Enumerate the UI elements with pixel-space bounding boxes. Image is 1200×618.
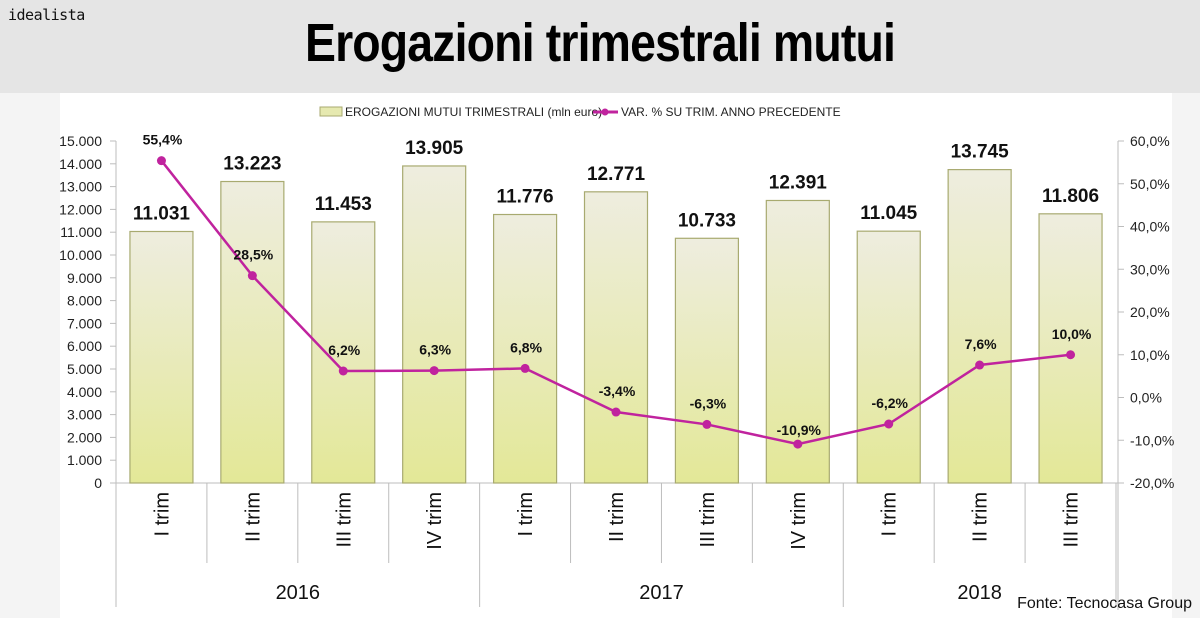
line-marker bbox=[338, 366, 348, 376]
legend-line-label: VAR. % SU TRIM. ANNO PRECEDENTE bbox=[621, 105, 841, 119]
x-tick-label: III trim bbox=[697, 492, 719, 548]
y-right-tick-label: 60,0% bbox=[1130, 133, 1170, 149]
line-marker bbox=[975, 360, 985, 370]
source-credit: Fonte: Tecnocasa Group bbox=[1017, 595, 1192, 612]
bar bbox=[1038, 213, 1103, 484]
page-title: Erogazioni trimestrali mutui bbox=[304, 13, 896, 73]
line-marker bbox=[156, 156, 166, 166]
y-left-tick-label: 1.000 bbox=[67, 452, 102, 468]
bar bbox=[402, 165, 467, 484]
bar bbox=[856, 230, 921, 484]
line-value-label: -6,2% bbox=[871, 395, 908, 411]
line-value-label: 6,2% bbox=[328, 342, 360, 358]
x-group-label: 2017 bbox=[639, 582, 684, 604]
y-left-tick-label: 15.000 bbox=[59, 133, 102, 149]
line-value-label: 6,8% bbox=[510, 339, 542, 355]
bar bbox=[492, 213, 558, 484]
y-right-tick-label: 30,0% bbox=[1130, 261, 1170, 277]
bar bbox=[220, 180, 285, 484]
bar-value-label: 11.045 bbox=[860, 203, 917, 224]
bar-value-label: 13.223 bbox=[223, 154, 281, 175]
bar-value-label: 11.453 bbox=[315, 194, 372, 215]
bar-value-label: 12.391 bbox=[769, 172, 828, 193]
line-marker bbox=[247, 271, 257, 281]
x-tick-label: I trim bbox=[151, 492, 173, 536]
y-left-tick-label: 6.000 bbox=[67, 338, 102, 354]
line-marker bbox=[702, 419, 712, 429]
legend-bar-swatch bbox=[319, 106, 343, 117]
y-right-tick-label: 10,0% bbox=[1130, 347, 1170, 363]
y-left-tick-label: 13.000 bbox=[59, 179, 102, 195]
line-marker bbox=[429, 366, 439, 376]
y-left-tick-label: 11.000 bbox=[60, 224, 102, 240]
y-left-tick-label: 4.000 bbox=[67, 384, 102, 400]
y-left-tick-label: 3.000 bbox=[67, 407, 102, 423]
y-left-tick-label: 5.000 bbox=[67, 361, 102, 377]
y-right-tick-label: 50,0% bbox=[1130, 176, 1170, 192]
line-series: 55,4% 28,5% 6,2% 6,3% 6,8% -3,4% -6,3% -10,9% -6… bbox=[143, 132, 1092, 449]
y-left-tick-label: 7.000 bbox=[67, 315, 102, 331]
y-right-tick-label: -20,0% bbox=[1130, 475, 1174, 491]
line-marker bbox=[793, 439, 803, 449]
line-value-label: 6,3% bbox=[419, 342, 451, 358]
x-tick-label: III trim bbox=[1061, 492, 1083, 548]
y-left-tick-label: 14.000 bbox=[59, 156, 102, 172]
line-value-label: 10,0% bbox=[1052, 326, 1092, 342]
x-tick-label: IV trim bbox=[424, 492, 446, 550]
line-marker bbox=[520, 363, 530, 373]
y-right-tick-label: -10,0% bbox=[1130, 432, 1174, 448]
bar-value-label: 11.776 bbox=[497, 187, 554, 208]
bar bbox=[129, 230, 194, 484]
x-tick-label: II trim bbox=[970, 492, 992, 542]
bar bbox=[947, 169, 1012, 484]
x-tick-label: II trim bbox=[606, 492, 628, 542]
y-left-tick-label: 12.000 bbox=[59, 201, 102, 217]
x-group-label: 2016 bbox=[276, 582, 321, 604]
line-value-label: 28,5% bbox=[234, 247, 274, 263]
bar-value-label: 11.031 bbox=[133, 203, 190, 224]
y-left-tick-label: 8.000 bbox=[67, 293, 102, 309]
y-axis-right: -20,0% -10,0% 0,0% 10,0% 20,0% 30,0% 40,0% 50,0… bbox=[1117, 133, 1174, 610]
x-tick-label: II trim bbox=[242, 492, 264, 542]
line-value-label: -3,4% bbox=[599, 383, 636, 399]
bar-value-label: 13.745 bbox=[951, 142, 1010, 163]
line-value-label: 7,6% bbox=[965, 336, 997, 352]
line-marker bbox=[611, 407, 621, 417]
bar bbox=[765, 199, 830, 484]
y-right-tick-label: 0,0% bbox=[1130, 390, 1162, 406]
bar-value-label: 10.733 bbox=[678, 210, 736, 231]
line-marker bbox=[1066, 350, 1076, 360]
line-marker bbox=[884, 419, 894, 429]
legend: EROGAZIONI MUTUI TRIMESTRALI (mln euro) V… bbox=[319, 105, 841, 119]
y-axis-left: 0 1.000 2.000 3.000 4.000 5.000 6.000 7.000 8.00… bbox=[59, 133, 117, 491]
legend-bar-label: EROGAZIONI MUTUI TRIMESTRALI (mln euro) bbox=[345, 105, 602, 119]
y-left-tick-label: 2.000 bbox=[67, 429, 102, 445]
x-tick-label: I trim bbox=[515, 492, 537, 536]
bar-value-label: 12.771 bbox=[587, 164, 646, 185]
bar-value-label: 13.905 bbox=[405, 138, 464, 159]
y-right-tick-label: 20,0% bbox=[1130, 304, 1170, 320]
y-left-tick-label: 9.000 bbox=[67, 270, 102, 286]
x-group-label: 2018 bbox=[957, 582, 1002, 604]
header-bar: idealista Erogazioni trimestrali mutui bbox=[0, 0, 1200, 93]
line-value-label: -6,3% bbox=[690, 395, 727, 411]
bar bbox=[674, 237, 740, 484]
x-axis: I trim II trim III trim IV trim I trim II tri… bbox=[110, 482, 1118, 607]
y-right-tick-label: 40,0% bbox=[1130, 219, 1170, 235]
y-left-tick-label: 0 bbox=[94, 475, 102, 491]
bar bbox=[583, 191, 649, 484]
line-value-label: 55,4% bbox=[143, 132, 183, 148]
x-tick-label: IV trim bbox=[788, 492, 810, 550]
brand-logo: idealista bbox=[8, 6, 85, 24]
bar-series: 11.031 13.223 11.453 13.905 11.776 12.771 10.7… bbox=[129, 138, 1103, 484]
line-value-label: -10,9% bbox=[777, 422, 822, 438]
x-tick-label: I trim bbox=[879, 492, 901, 536]
bar bbox=[311, 221, 376, 484]
x-tick-label: III trim bbox=[333, 492, 355, 548]
y-left-tick-label: 10.000 bbox=[59, 247, 102, 263]
bar-value-label: 11.806 bbox=[1042, 186, 1099, 207]
